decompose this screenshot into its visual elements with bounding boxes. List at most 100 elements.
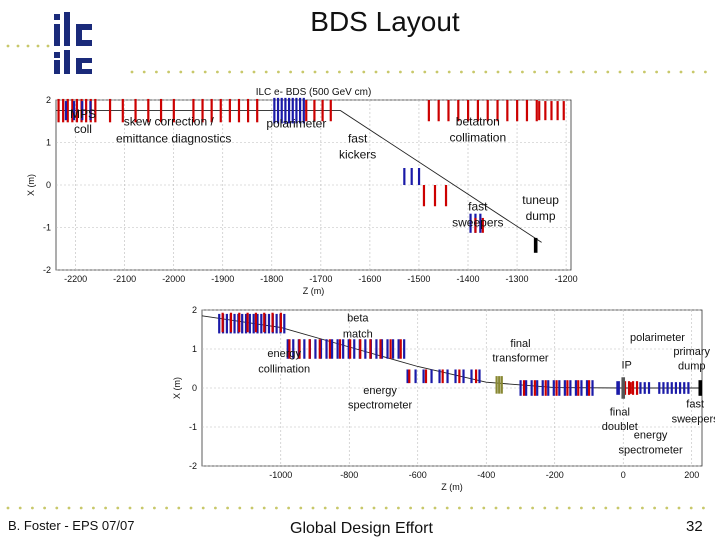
- beamline-element: [66, 98, 69, 123]
- footer-dot: [92, 506, 95, 510]
- header-dot: [472, 70, 475, 74]
- beamline-element: [389, 339, 392, 359]
- beamline-element: [525, 380, 528, 396]
- beamline-element: [72, 101, 76, 121]
- header-dot: [338, 70, 341, 74]
- footer-dot: [140, 506, 144, 510]
- beamline-element: [94, 98, 97, 123]
- beamline-element: [391, 339, 395, 359]
- beamline-element: [286, 339, 289, 359]
- beamline-element: [408, 369, 411, 384]
- beamline-element: [314, 339, 317, 359]
- beamline-element: [544, 101, 547, 121]
- header-dot: [435, 70, 439, 74]
- beamline-element: [414, 369, 417, 384]
- header-dot: [167, 70, 171, 74]
- beamline-element: [305, 100, 308, 122]
- beamline-element: [228, 98, 231, 123]
- annotation-label: kickers: [339, 148, 376, 162]
- header-dot: [484, 70, 488, 74]
- beamline-element: [399, 339, 402, 359]
- beamline-element: [437, 100, 440, 122]
- header-dot: [533, 70, 536, 74]
- beamline-element: [201, 98, 204, 123]
- annotation-label: final: [610, 406, 630, 418]
- header-dot: [362, 70, 366, 74]
- footer-dot: [555, 506, 559, 510]
- beamline-element: [444, 185, 448, 207]
- header-dot: [521, 70, 524, 74]
- footer-dot: [384, 506, 388, 510]
- footer-dot: [592, 506, 595, 510]
- beamline-element: [538, 101, 541, 121]
- beamline-element: [271, 312, 274, 333]
- y-tick-label: 2: [192, 305, 197, 315]
- footer-dot: [287, 506, 290, 510]
- beamline-element: [284, 97, 287, 124]
- beamline-element: [295, 97, 298, 124]
- beamline-element: [470, 369, 473, 384]
- footer-dot: [214, 506, 217, 510]
- beamline-element: [134, 98, 137, 123]
- footer-dot: [201, 506, 205, 510]
- beamline-element: [321, 100, 324, 122]
- footer-dot: [250, 506, 254, 510]
- x-tick-label: -2000: [162, 274, 185, 284]
- footer-dot: [653, 506, 656, 510]
- footer-dot: [104, 506, 107, 510]
- x-tick-label: -1800: [260, 274, 283, 284]
- header-dot: [667, 70, 671, 74]
- header-dot: [228, 70, 232, 74]
- beamline-element: [308, 339, 311, 359]
- beamline: [201, 315, 702, 389]
- footer-dot: [445, 506, 449, 510]
- header-dot: [618, 70, 622, 74]
- y-tick-label: -1: [43, 223, 51, 233]
- beamline-element: [397, 339, 400, 359]
- header-dot: [704, 70, 707, 74]
- header-dot: [191, 70, 195, 74]
- x-tick-label: -200: [546, 470, 564, 480]
- beamline-element: [481, 217, 484, 233]
- beamline-element: [454, 369, 457, 384]
- beamline-element: [552, 380, 555, 396]
- footer-dot: [299, 506, 303, 510]
- header-dot: [386, 70, 390, 74]
- beamline-element: [403, 168, 406, 185]
- footer-dot: [665, 506, 669, 510]
- y-tick-label: 0: [192, 383, 197, 393]
- y-tick-label: 2: [46, 95, 51, 105]
- beamline-element: [577, 380, 580, 396]
- footer-dot: [116, 506, 120, 510]
- footer-dot: [677, 506, 681, 510]
- x-tick-label: -1000: [269, 470, 292, 480]
- x-tick-label: -1500: [407, 274, 430, 284]
- beamline-element: [662, 382, 665, 394]
- header-dot: [325, 70, 329, 74]
- beamline-element: [246, 98, 250, 123]
- beamline-element: [544, 380, 547, 396]
- header-dot: [447, 70, 451, 74]
- header-dot: [313, 70, 317, 74]
- beamline-element: [683, 382, 686, 394]
- footer-dot: [409, 506, 412, 510]
- annotation-label: betatron: [456, 115, 500, 129]
- footer-dot: [604, 506, 608, 510]
- beamline-element: [441, 369, 444, 384]
- beamline-element: [379, 339, 382, 359]
- beamline-element: [330, 339, 334, 359]
- beamline-element: [347, 339, 350, 359]
- chart-upper-bds: -2200 -2100 -2000 -1900 -1800 -1700 -1600 -1500…: [26, 87, 578, 296]
- beamline-element: [364, 339, 367, 359]
- slide-title: BDS Layout: [310, 6, 460, 37]
- footer-dot: [55, 506, 59, 510]
- footer-dot: [421, 506, 425, 510]
- footer-dot: [531, 506, 534, 510]
- header-dot: [277, 70, 280, 74]
- beamline-element: [288, 339, 291, 359]
- beamline-element: [674, 382, 678, 394]
- annotation-label: primary: [673, 346, 710, 358]
- beamline-element: [380, 339, 384, 359]
- beamline-element: [430, 369, 433, 384]
